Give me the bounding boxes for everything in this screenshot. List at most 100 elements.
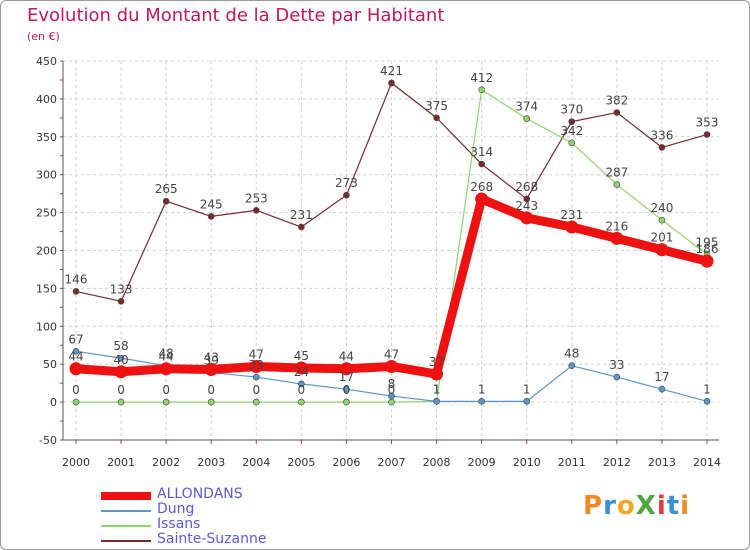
- data-label: 342: [560, 124, 583, 138]
- x-tick-label: 2006: [332, 456, 360, 469]
- data-point: [252, 398, 260, 406]
- data-label: 268: [470, 180, 493, 194]
- data-label: 48: [159, 347, 174, 361]
- data-point: [523, 195, 531, 203]
- data-point: [430, 367, 444, 381]
- data-label: 44: [339, 350, 354, 364]
- data-point: [433, 398, 440, 405]
- x-tick-label: 2002: [152, 456, 180, 469]
- legend-label: Issans: [157, 516, 201, 532]
- data-label: 268: [515, 180, 538, 194]
- brand-letter: r: [603, 491, 617, 521]
- x-tick-label: 2012: [603, 456, 631, 469]
- data-label: 0: [72, 383, 80, 397]
- data-label: 243: [515, 199, 538, 213]
- y-tick-label: 250: [36, 207, 57, 220]
- y-tick-label: 100: [36, 320, 57, 333]
- data-label: 336: [650, 128, 673, 142]
- x-tick-label: 2014: [693, 456, 721, 469]
- chart-title: Evolution du Montant de la Dette par Hab…: [27, 5, 445, 26]
- data-point: [703, 398, 711, 405]
- brand-logo: ProXiti: [583, 491, 690, 521]
- brand-letter: o: [616, 491, 636, 521]
- data-point: [568, 362, 576, 370]
- data-label: 0: [298, 383, 306, 397]
- data-point: [523, 398, 531, 405]
- data-label: 216: [605, 219, 628, 233]
- data-point: [655, 243, 669, 257]
- data-point: [72, 288, 80, 295]
- data-point: [478, 160, 485, 168]
- data-point: [204, 363, 218, 377]
- data-point: [249, 359, 263, 373]
- data-label: 273: [335, 176, 358, 190]
- data-label: 48: [564, 347, 579, 361]
- data-point: [658, 385, 666, 393]
- data-label: 37: [429, 355, 444, 369]
- data-label: 375: [425, 99, 448, 113]
- data-label: 186: [696, 242, 719, 256]
- data-label: 44: [68, 350, 83, 364]
- data-point: [568, 139, 576, 147]
- brand-letter: X: [635, 491, 657, 521]
- data-point: [207, 213, 215, 220]
- data-point: [252, 207, 260, 214]
- data-label: 1: [703, 382, 711, 396]
- data-point: [658, 144, 666, 151]
- legend-swatch: [101, 525, 151, 527]
- data-label: 33: [609, 358, 624, 372]
- data-point: [700, 254, 714, 268]
- data-label: 412: [470, 71, 493, 85]
- y-tick-label: 400: [36, 93, 57, 106]
- data-label: 39: [204, 354, 219, 368]
- data-point: [610, 231, 624, 245]
- data-label: 40: [113, 353, 128, 367]
- data-label: 0: [252, 383, 260, 397]
- data-label: 265: [155, 182, 178, 196]
- data-point: [294, 361, 308, 375]
- data-point: [520, 211, 534, 225]
- data-point: [343, 191, 350, 199]
- data-label: 67: [68, 332, 83, 346]
- y-tick-label: 350: [36, 131, 57, 144]
- legend-swatch: [101, 510, 151, 512]
- y-tick-label: 150: [36, 282, 57, 295]
- data-label: 45: [294, 349, 309, 363]
- legend-swatch: [101, 492, 151, 500]
- brand-letter: i: [680, 491, 691, 521]
- brand-letter: i: [656, 491, 667, 521]
- data-point: [433, 114, 440, 122]
- data-point: [252, 373, 260, 381]
- data-label: 231: [290, 208, 313, 222]
- data-point: [72, 398, 80, 406]
- x-tick-label: 2007: [378, 456, 406, 469]
- data-point: [162, 398, 170, 406]
- data-label: 1: [433, 382, 441, 396]
- data-label: 374: [515, 100, 538, 114]
- data-label: 240: [650, 201, 673, 215]
- data-label: 0: [162, 383, 170, 397]
- data-label: 17: [339, 370, 354, 384]
- data-label: 33: [249, 358, 264, 372]
- data-point: [478, 86, 485, 94]
- data-point: [613, 109, 621, 116]
- data-point: [568, 118, 576, 125]
- data-point: [343, 385, 350, 393]
- data-point: [117, 354, 125, 362]
- legend-label: ALLONDANS: [157, 486, 243, 502]
- data-label: 0: [207, 383, 215, 397]
- data-label: 133: [110, 282, 133, 296]
- x-tick-label: 2013: [648, 456, 676, 469]
- data-point: [117, 398, 125, 406]
- data-label: 17: [654, 370, 669, 384]
- data-point: [114, 365, 128, 379]
- data-point: [613, 373, 621, 381]
- brand-letter: t: [666, 491, 681, 521]
- data-point: [523, 115, 531, 122]
- data-point: [72, 348, 80, 355]
- x-tick-label: 2010: [513, 456, 541, 469]
- data-point: [388, 392, 395, 400]
- data-point: [385, 359, 398, 373]
- legend-label: Dung: [157, 501, 195, 517]
